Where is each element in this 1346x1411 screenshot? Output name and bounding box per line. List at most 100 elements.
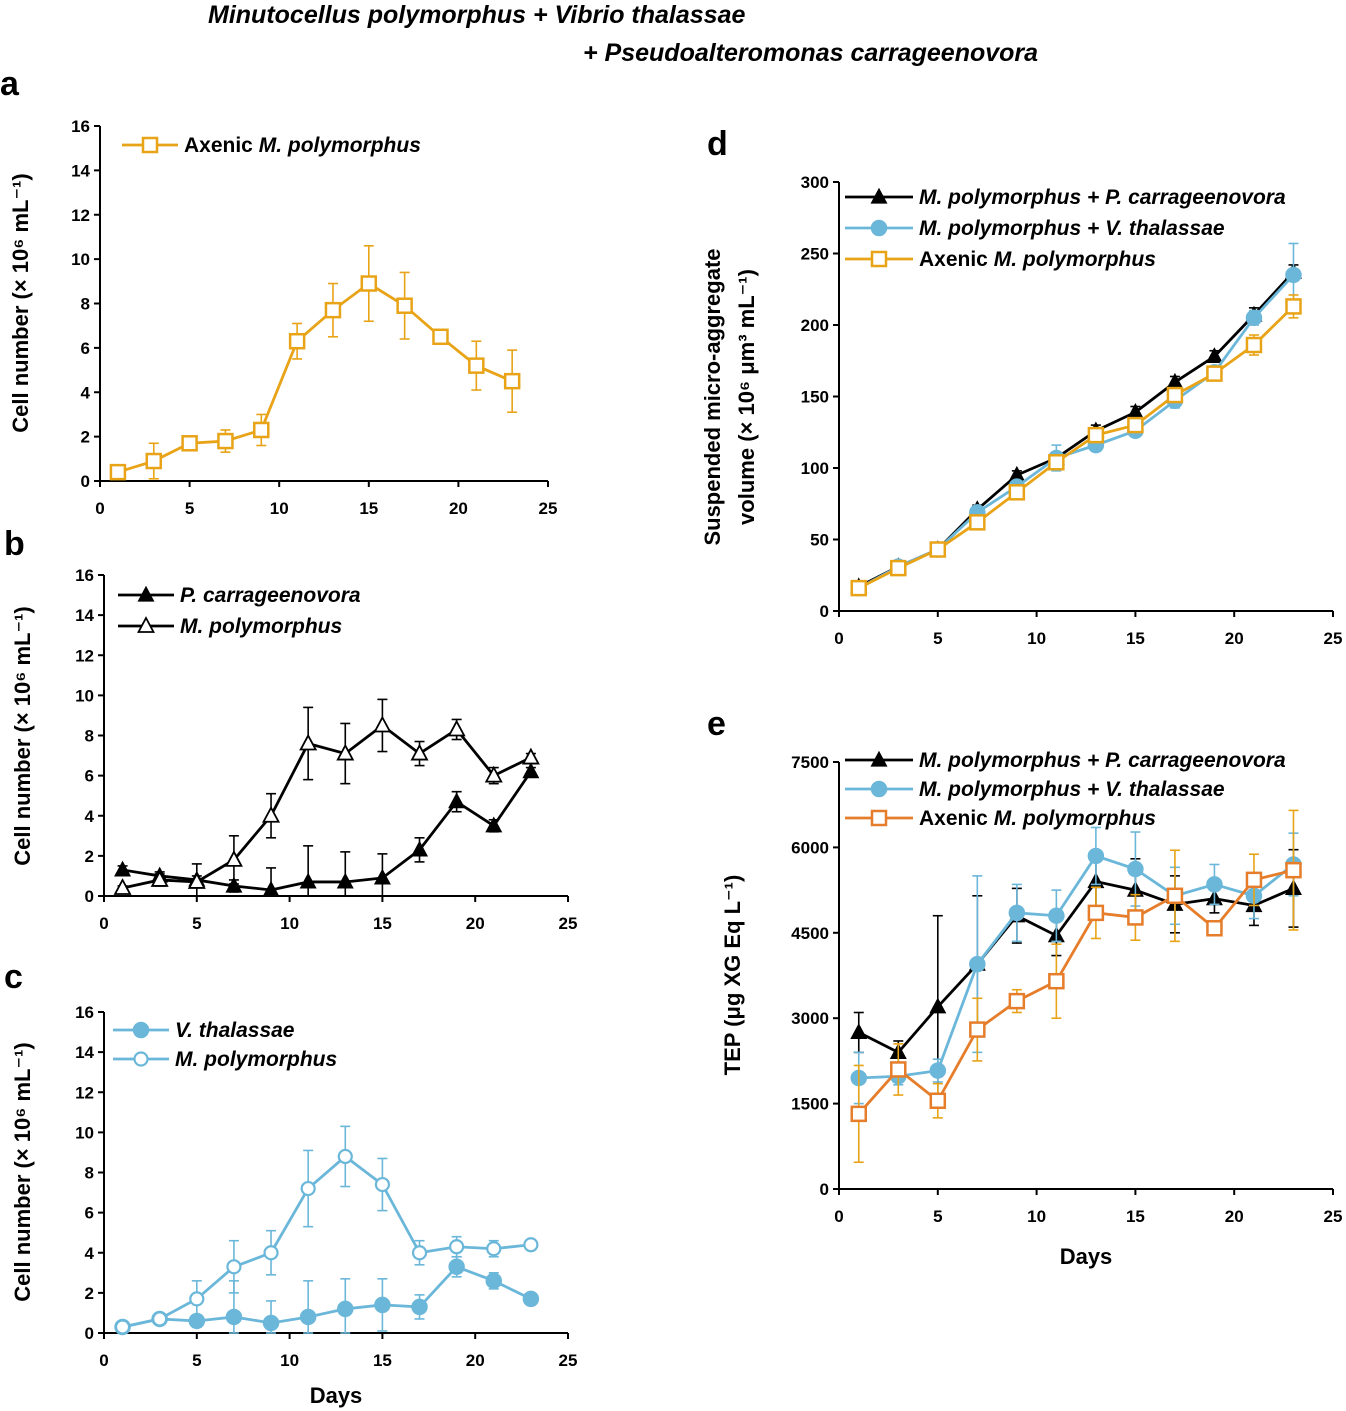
y-tick-label: 2 [85,1284,94,1303]
y-tick-label: 0 [820,1180,829,1199]
data-point [299,1308,317,1326]
data-point [850,1023,868,1040]
y-tick-label: 4500 [791,924,829,943]
data-point [336,743,355,761]
data-point [374,1176,390,1193]
x-tick-label: 10 [270,499,289,518]
data-point [1127,860,1144,878]
data-point [109,463,127,481]
y-tick-label: 0 [85,887,94,906]
legend: M. polymorphus + P. carrageenovora M. pol… [845,749,1286,830]
y-tick-label: 12 [75,1083,94,1102]
panel-label: a [0,65,20,103]
y-tick-label: 6 [81,339,90,358]
data-point [1087,426,1105,444]
y-tick-label: 6000 [791,838,829,857]
legend: V. thalassae M. polymorphus [113,1019,337,1071]
series-1 [114,1125,539,1335]
x-tick-label: 0 [99,1351,108,1370]
data-point [337,1148,353,1165]
data-point [485,1272,503,1290]
x-tick-label: 25 [1324,1207,1343,1226]
series-0 [114,1255,540,1336]
x-tick-label: 5 [192,1351,201,1370]
y-axis-label: Cell number (× 10⁶ mL⁻¹) [10,1042,35,1302]
series-1 [113,698,540,897]
y-axis-label: TEP (μg XG Eq L⁻¹) [720,875,745,1076]
y-tick-label: 8 [85,727,94,746]
data-point [1206,365,1223,382]
panel-a: a 0 2 4 6 8 10 12 14 16 0 5 10 15 20 25 Cell number (× 1… [0,65,557,518]
data-point [1087,904,1105,922]
series-1 [850,826,1302,1105]
data-point [263,1245,279,1261]
data-point [114,860,132,877]
x-tick-label: 20 [466,914,485,933]
data-point [373,715,392,733]
data-point [299,872,317,889]
data-point [522,762,540,779]
y-tick-label: 3000 [791,1009,829,1028]
x-tick-label: 20 [466,1351,485,1370]
x-tick-label: 5 [185,499,194,518]
data-point [150,870,169,887]
legend: Axenic M. polymorphus [122,134,421,157]
data-point [1285,861,1302,879]
x-tick-label: 10 [1027,1207,1046,1226]
x-tick-label: 5 [192,914,201,933]
series-line [858,305,1295,590]
legend-marker [133,1051,149,1067]
legend-marker [132,1021,150,1039]
y-tick-label: 10 [75,1123,94,1142]
legend-label: M. polymorphus [175,1048,337,1071]
data-point [1087,847,1105,865]
legend-label-plain: Axenic [919,248,994,271]
y-tick-label: 4 [85,807,95,826]
legend-label: M. polymorphus + V. thalassae [919,217,1225,240]
y-tick-label: 150 [801,388,829,407]
data-point [288,332,306,350]
x-tick-label: 0 [99,914,108,933]
y-axis-label: volume (× 10⁶ μm³ mL⁻¹) [734,269,759,525]
data-point [1166,386,1184,404]
data-point [411,1245,428,1261]
data-point [181,435,198,452]
legend-label-italic: M. polymorphus [180,615,342,638]
data-point [187,872,206,889]
legend-label-italic: M. polymorphus + P. carrageenovora [919,186,1286,209]
series-line [122,1154,532,1329]
data-point [189,1291,205,1307]
x-tick-label: 10 [280,1351,299,1370]
legend-marker [870,250,888,268]
series-2 [850,294,1302,597]
legend-label-italic: M. polymorphus [259,134,421,157]
legend-label: M. polymorphus + P. carrageenovora [919,749,1286,772]
y-tick-label: 1500 [791,1095,829,1114]
y-tick-label: 8 [81,295,90,314]
series-2 [850,809,1302,1164]
x-tick-label: 25 [539,499,558,518]
data-point [432,328,449,346]
data-point [1008,904,1026,922]
x-tick-label: 25 [559,1351,578,1370]
data-point [969,514,986,531]
x-tick-label: 20 [449,499,468,518]
data-point [929,1062,947,1079]
x-tick-label: 20 [1225,1207,1244,1226]
data-point [448,792,466,809]
legend: M. polymorphus + P. carrageenovora M. pol… [845,186,1286,271]
x-axis-label: Days [1060,1244,1113,1269]
data-point [1205,347,1223,364]
x-tick-label: 5 [933,1207,942,1226]
data-point [850,1105,868,1123]
data-point [486,1241,502,1257]
x-tick-label: 0 [95,499,104,518]
data-point [850,579,868,597]
y-axis-label: Cell number (× 10⁶ mL⁻¹) [10,606,35,866]
series-line [858,271,1295,588]
panel-b: b 0 2 4 6 8 10 12 14 16 0 5 10 15 20 25 Cell number (× 1… [4,525,577,933]
y-tick-label: 10 [75,686,94,705]
x-tick-label: 5 [933,629,942,648]
data-point [299,733,318,751]
legend-label: Axenic M. polymorphus [919,807,1156,830]
